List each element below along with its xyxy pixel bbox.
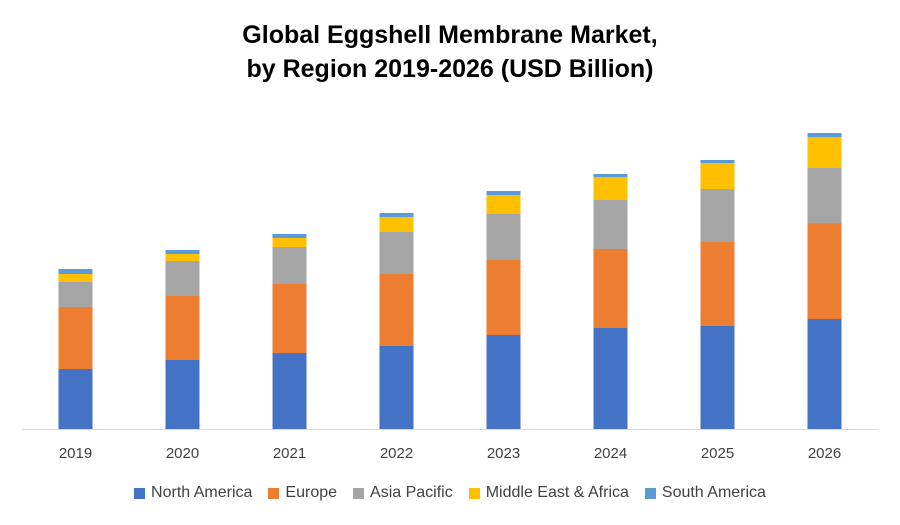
bar-2026-south-america — [807, 133, 842, 137]
legend-item: Middle East & Africa — [468, 484, 629, 502]
chart-title-line-1: Global Eggshell Membrane Market, — [242, 21, 658, 49]
chart-title-line-2: by Region 2019-2026 (USD Billion) — [246, 55, 654, 83]
bar-2025-europe — [700, 242, 735, 326]
bar-2024-asia-pacific — [593, 200, 628, 249]
legend-label: Middle East & Africa — [485, 484, 629, 501]
bar-2023-europe — [486, 260, 521, 335]
bar-2021-middle-east-africa — [272, 238, 307, 247]
legend-label: North America — [151, 484, 253, 501]
x-tick-label: 2022 — [380, 445, 413, 462]
bar-2025-south-america — [700, 160, 735, 163]
x-tick-label: 2025 — [701, 445, 734, 462]
legend-swatch — [644, 487, 656, 499]
bar-2026-asia-pacific — [807, 168, 842, 223]
bar-2026-europe — [807, 223, 842, 319]
bar-2023-north-america — [486, 335, 521, 429]
bar-2021-north-america — [272, 353, 307, 429]
bar-2026-middle-east-africa — [807, 137, 842, 168]
bar-2024-europe — [593, 249, 628, 328]
x-tick-label: 2024 — [594, 445, 627, 462]
bar-2025-middle-east-africa — [700, 163, 735, 189]
chart-title: Global Eggshell Membrane Market, by Regi… — [0, 18, 900, 86]
bar-2023-asia-pacific — [486, 214, 521, 260]
bar-2021-asia-pacific — [272, 247, 307, 284]
legend-label: South America — [661, 484, 766, 501]
bar-2020-south-america — [165, 250, 200, 254]
legend-item: North America — [134, 484, 252, 502]
bar-2024-north-america — [593, 328, 628, 429]
bar-2023-middle-east-africa — [486, 195, 521, 214]
bar-2023-south-america — [486, 191, 521, 195]
bar-2025-north-america — [700, 326, 735, 429]
bar-2022-asia-pacific — [379, 232, 414, 274]
legend-label: Asia Pacific — [370, 484, 453, 501]
bar-2020-north-america — [165, 360, 200, 429]
legend-swatch — [353, 487, 365, 499]
legend-item: South America — [644, 484, 766, 502]
bar-2022-south-america — [379, 213, 414, 217]
legend-swatch — [268, 487, 280, 499]
bar-2025-asia-pacific — [700, 189, 735, 242]
bar-2021-south-america — [272, 234, 307, 238]
legend-label: Europe — [285, 484, 338, 501]
legend-swatch — [134, 487, 146, 499]
bar-2019-asia-pacific — [58, 282, 93, 307]
bar-2019-europe — [58, 307, 93, 369]
bar-2022-middle-east-africa — [379, 217, 414, 232]
x-tick-label: 2019 — [59, 445, 92, 462]
bar-2019-north-america — [58, 369, 93, 429]
bar-2026-north-america — [807, 319, 842, 429]
legend-item: Asia Pacific — [353, 484, 453, 502]
legend-item: Europe — [268, 484, 337, 502]
x-tick-label: 2026 — [808, 445, 841, 462]
bar-2019-south-america — [58, 269, 93, 274]
bar-2020-europe — [165, 296, 200, 360]
x-tick-label: 2021 — [273, 445, 306, 462]
bar-2020-middle-east-africa — [165, 254, 200, 261]
bar-2020-asia-pacific — [165, 261, 200, 296]
bar-2019-middle-east-africa — [58, 274, 93, 282]
x-tick-label: 2020 — [166, 445, 199, 462]
bar-2022-europe — [379, 274, 414, 346]
bar-2024-middle-east-africa — [593, 177, 628, 200]
x-tick-label: 2023 — [487, 445, 520, 462]
bar-2021-europe — [272, 284, 307, 353]
bar-2022-north-america — [379, 346, 414, 429]
legend-swatch — [468, 487, 480, 499]
legend: North America Europe Asia Pacific Middle Ea… — [0, 484, 900, 502]
bar-2024-south-america — [593, 174, 628, 177]
